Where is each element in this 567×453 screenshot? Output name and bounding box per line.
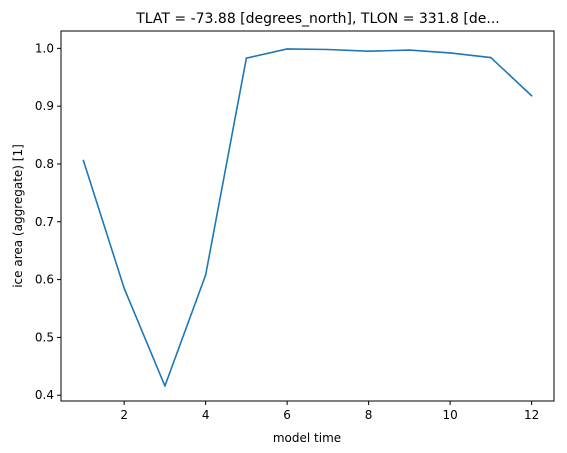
data-point [82,159,85,162]
data-point [490,56,492,59]
x-tick-label: 10 [442,408,457,422]
x-axis-label: model time [273,431,341,445]
y-tick-label: 1.0 [35,41,54,55]
ice-area-line [82,48,533,387]
y-tick-label: 0.4 [35,388,54,402]
data-point [245,57,248,59]
data-point [204,274,207,276]
data-point [530,94,533,97]
y-tick-label: 0.8 [35,157,54,171]
data-point [367,50,370,53]
plot-frame [60,30,555,402]
x-tick-label: 12 [524,408,539,422]
y-tick-label: 0.5 [35,330,54,344]
x-tick-label: 2 [120,408,128,422]
x-axis-ticks: 2 4 6 8 10 12 [120,401,539,422]
x-tick-label: 8 [365,408,373,422]
x-tick-label: 6 [283,408,291,422]
x-tick-label: 4 [202,408,210,422]
y-axis-label: ice area (aggregate) [1] [11,144,25,288]
data-point [327,48,329,51]
data-points [82,48,533,387]
y-tick-label: 0.9 [35,99,54,113]
data-point [408,49,411,51]
data-point [164,385,166,387]
y-tick-label: 0.7 [35,215,54,229]
chart-title: TLAT = -73.88 [degrees_north], TLON = 33… [135,11,499,27]
plot-area: 2 4 6 8 10 12 0.4 0.5 0.6 0.7 0.8 0.9 1.0 [35,30,555,422]
data-point [286,48,288,50]
y-tick-label: 0.6 [35,273,54,287]
y-axis-ticks: 0.4 0.5 0.6 0.7 0.8 0.9 1.0 [35,41,61,402]
data-point [449,52,451,54]
data-point [123,287,125,290]
